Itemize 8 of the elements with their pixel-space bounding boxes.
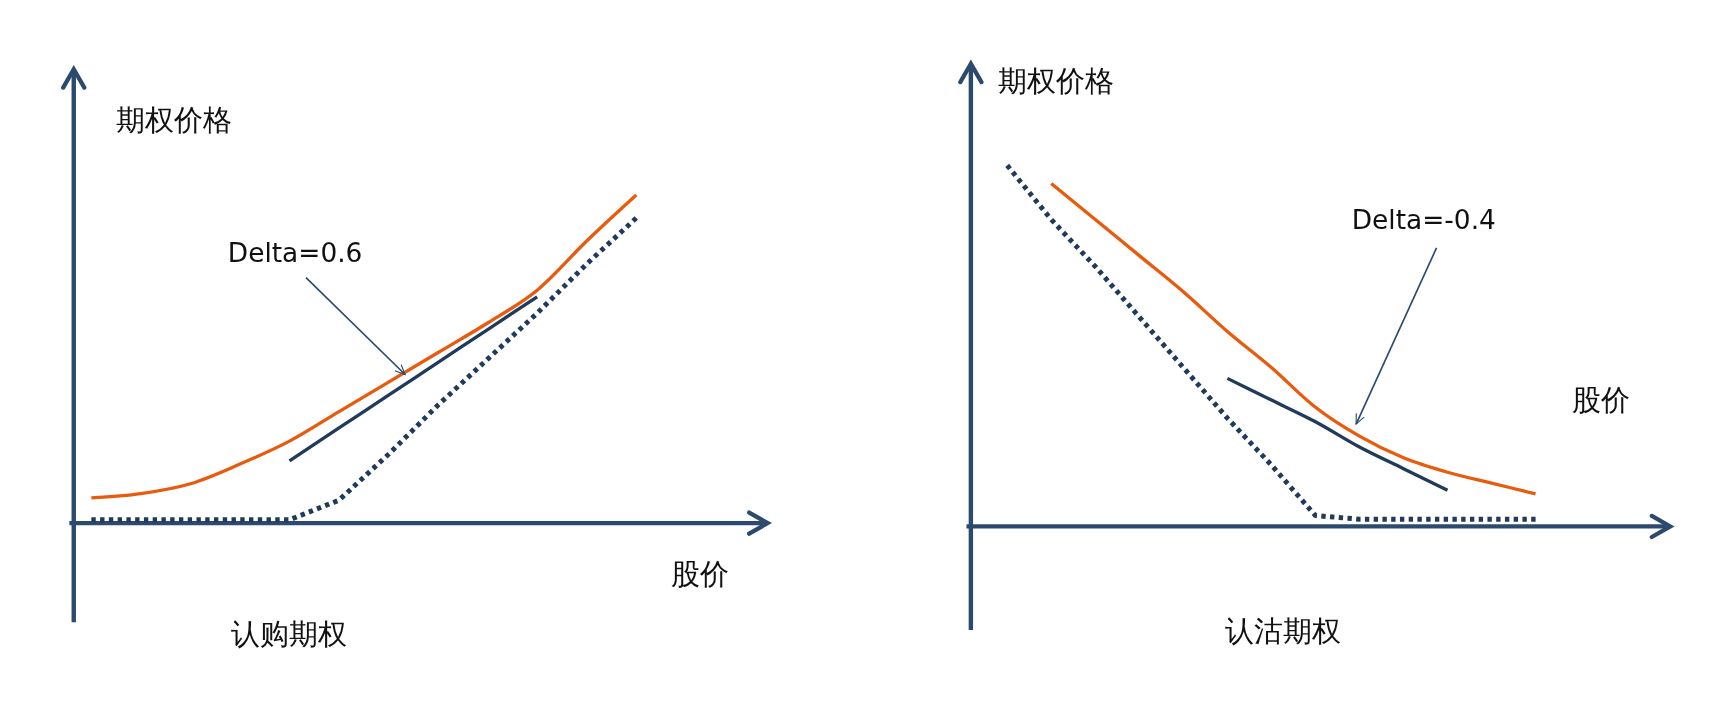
annotation: Delta=0.6 [227,237,363,269]
text: 认购期权 [231,617,348,652]
text: 认沽期权 [1225,613,1342,648]
x-axis-title: 股价 [671,556,730,591]
annotation: Delta=-0.4 [1351,204,1496,236]
y-axis-title: 期权价格 [998,63,1115,98]
y-axis-title: 期权价格 [115,103,232,138]
x-axis-title: 股价 [1571,382,1630,417]
